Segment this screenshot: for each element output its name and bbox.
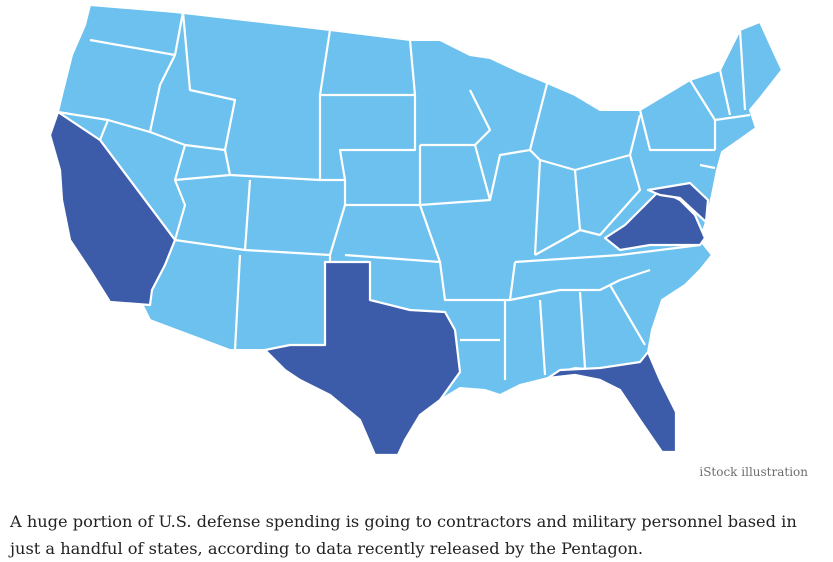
state-texas (263, 260, 462, 455)
state-california (48, 110, 177, 307)
state-virginia (603, 188, 707, 252)
state-borders (57, 11, 751, 380)
state-florida (546, 350, 678, 454)
us-map-illustration (48, 3, 784, 455)
us-map-svg (48, 3, 784, 455)
state-maryland (646, 181, 710, 224)
image-credit: iStock illustration (699, 465, 808, 479)
article-caption: A huge portion of U.S. defense spending … (10, 512, 797, 558)
